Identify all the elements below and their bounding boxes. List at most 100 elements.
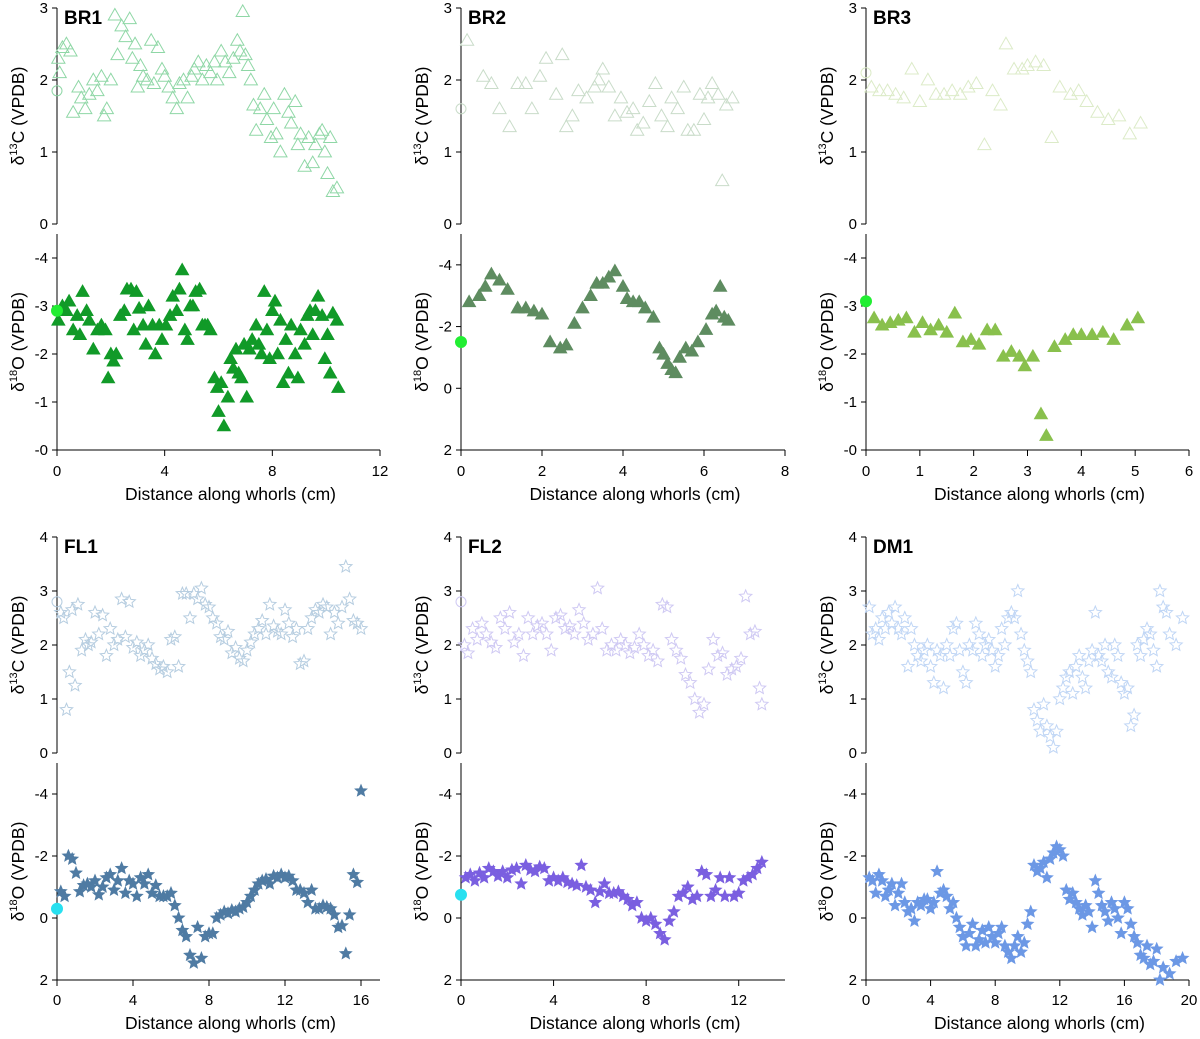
d18o-point bbox=[722, 870, 737, 884]
d13c-point bbox=[647, 75, 663, 89]
d18o-point bbox=[708, 303, 724, 317]
x-tick-label: 4 bbox=[160, 463, 168, 480]
d13c-point bbox=[329, 180, 345, 194]
d13c-point bbox=[213, 43, 229, 57]
d13c-point bbox=[317, 144, 333, 158]
d18o-y-axis-title: δ18O (VPDB) bbox=[817, 822, 837, 922]
d18o-point bbox=[569, 878, 584, 892]
d13c-point bbox=[1074, 669, 1090, 684]
d13c-point bbox=[243, 72, 259, 86]
d13c-tick-label: 2 bbox=[849, 637, 857, 654]
d13c-tick-label: 0 bbox=[40, 216, 48, 233]
d13c-point bbox=[263, 129, 279, 143]
d18o-point bbox=[275, 375, 291, 389]
d18o-point bbox=[907, 324, 922, 338]
d18o-point bbox=[342, 907, 357, 921]
d18o-tick-label: -3 bbox=[844, 298, 857, 315]
d13c-point bbox=[1013, 626, 1029, 641]
x-tick-label: 12 bbox=[372, 463, 389, 480]
d13c-point bbox=[330, 615, 346, 630]
d18o-point bbox=[1175, 951, 1190, 965]
d13c-point bbox=[61, 664, 77, 679]
d18o-point bbox=[281, 365, 296, 379]
d13c-point bbox=[903, 620, 919, 636]
d13c-point bbox=[888, 86, 904, 100]
d13c-point bbox=[110, 47, 126, 61]
d13c-point bbox=[985, 83, 1000, 97]
d13c-point bbox=[976, 137, 992, 151]
d13c-point bbox=[209, 72, 225, 86]
d13c-point bbox=[70, 596, 86, 611]
d13c-point bbox=[1136, 631, 1152, 646]
d13c-point bbox=[301, 129, 317, 143]
d18o-tick-label: -2 bbox=[35, 848, 48, 865]
d13c-point bbox=[1028, 54, 1044, 68]
d13c-point bbox=[117, 629, 133, 644]
d13c-point bbox=[243, 634, 259, 649]
d13c-point bbox=[724, 661, 740, 676]
d18o-point bbox=[141, 298, 156, 312]
d18o-tick-label: 0 bbox=[849, 910, 857, 927]
x-tick-label: 0 bbox=[457, 992, 465, 1009]
d18o-tick-label: 0 bbox=[444, 910, 452, 927]
d13c-point bbox=[1055, 680, 1071, 695]
d18o-point bbox=[158, 317, 174, 331]
d18o-point bbox=[79, 303, 94, 317]
d13c-point bbox=[276, 86, 292, 100]
d13c-point bbox=[228, 639, 244, 655]
d18o-point bbox=[721, 312, 736, 326]
d18o-point bbox=[518, 300, 534, 314]
d18o-point bbox=[656, 346, 671, 360]
d18o-point bbox=[534, 306, 550, 320]
d13c-point bbox=[83, 634, 99, 649]
d13c-point bbox=[217, 54, 233, 68]
d13c-point bbox=[1081, 653, 1097, 668]
d18o-point bbox=[59, 303, 74, 317]
d13c-point bbox=[297, 158, 313, 172]
d18o-point bbox=[959, 938, 974, 952]
d18o-point bbox=[1119, 317, 1135, 331]
d18o-point bbox=[875, 873, 890, 887]
d13c-point bbox=[724, 90, 740, 104]
d13c-point bbox=[305, 155, 321, 169]
d18o-y-axis-title: δ18O (VPDB) bbox=[412, 292, 432, 392]
d18o-point bbox=[708, 882, 723, 896]
d13c-point bbox=[920, 72, 936, 86]
d13c-point bbox=[235, 3, 251, 17]
d13c-point bbox=[262, 596, 278, 611]
x-tick-label: 8 bbox=[991, 992, 999, 1009]
d13c-point bbox=[252, 101, 268, 115]
d13c-point bbox=[59, 701, 74, 717]
d18o-point bbox=[1136, 951, 1151, 965]
d13c-point bbox=[338, 558, 354, 574]
d13c-point bbox=[114, 18, 130, 32]
d18o-point bbox=[147, 346, 163, 360]
d13c-point bbox=[159, 664, 175, 679]
d18o-point bbox=[509, 861, 524, 875]
d18o-point bbox=[1095, 324, 1111, 338]
d13c-point bbox=[968, 615, 984, 630]
d13c-point bbox=[613, 90, 629, 104]
d18o-tick-label: -2 bbox=[844, 346, 857, 363]
d13c-point bbox=[290, 137, 306, 151]
d18o-point bbox=[290, 370, 306, 384]
d18o-point bbox=[169, 303, 185, 317]
d13c-point bbox=[127, 36, 143, 50]
d18o-point bbox=[179, 929, 194, 943]
d13c-point bbox=[510, 75, 526, 89]
d13c-point bbox=[548, 86, 564, 100]
d18o-point bbox=[51, 312, 66, 326]
d18o-point bbox=[962, 926, 977, 940]
d18o-point bbox=[205, 926, 220, 940]
panel-title: FL1 bbox=[64, 537, 98, 558]
d18o-point bbox=[931, 317, 946, 331]
d13c-tick-label: 1 bbox=[849, 691, 857, 708]
d13c-point bbox=[701, 661, 717, 676]
d13c-point bbox=[678, 666, 693, 682]
d18o-point bbox=[915, 315, 930, 329]
d13c-point bbox=[518, 75, 534, 89]
d13c-point bbox=[237, 47, 253, 61]
x-tick-label: 4 bbox=[619, 463, 627, 480]
d13c-point bbox=[1007, 610, 1022, 625]
d18o-point bbox=[1056, 848, 1070, 862]
